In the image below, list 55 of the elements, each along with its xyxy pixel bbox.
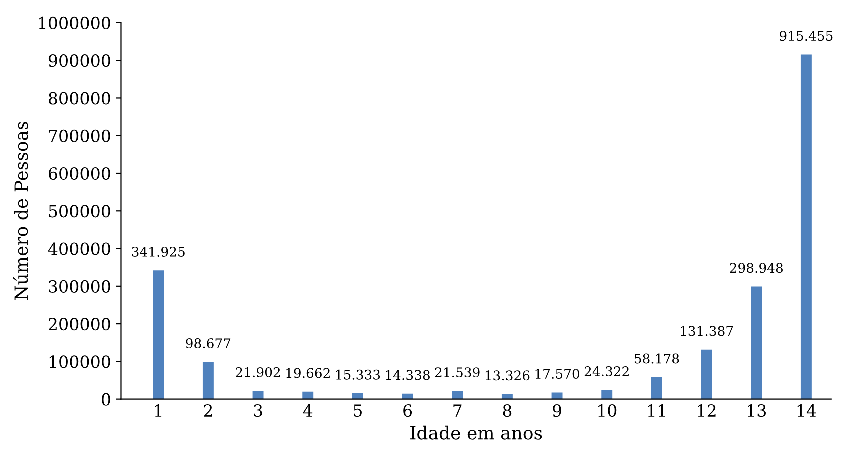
bar	[502, 394, 513, 400]
y-tick-label: 400000	[48, 242, 110, 256]
y-tick-label: 600000	[49, 167, 110, 180]
bar	[800, 54, 812, 400]
bar	[402, 394, 414, 400]
x-tick-label: 4	[303, 404, 313, 417]
x-tick-label: 7	[454, 404, 462, 417]
data-label: 915.455	[780, 31, 833, 42]
bar	[452, 391, 464, 400]
y-tick-label: 300000	[49, 280, 110, 293]
bar	[252, 391, 264, 400]
bar	[751, 286, 762, 400]
data-label: 298.948	[730, 263, 784, 274]
data-label: 58.178	[634, 354, 680, 364]
x-tick-label: 6	[404, 404, 412, 418]
x-axis-title: Idade em anos	[410, 426, 542, 440]
data-label: 24.322	[584, 366, 629, 377]
data-label: 341.925	[132, 246, 185, 257]
data-label: 15.333	[336, 370, 380, 380]
y-tick-label: 800000	[49, 92, 110, 105]
y-tick-label: 1000000	[39, 16, 110, 30]
y-tick-label: 100000	[50, 356, 110, 368]
x-tick-label: 8	[503, 404, 512, 418]
data-label: 21.902	[236, 367, 280, 378]
bar	[651, 377, 662, 400]
x-tick-label: 2	[204, 404, 212, 417]
y-tick-label: 500000	[49, 205, 110, 218]
data-label: 21.539	[435, 368, 480, 378]
data-label: 131.387	[681, 326, 734, 336]
data-label: 98.677	[186, 338, 231, 349]
y-tick-label: 0	[102, 393, 110, 406]
x-tick-label: 13	[748, 404, 766, 418]
y-axis-title: Número de Pessoas	[14, 122, 28, 300]
x-tick-label: 12	[698, 404, 716, 417]
data-label: 19.662	[286, 368, 330, 378]
y-tick-label: 200000	[49, 318, 110, 331]
bar	[701, 350, 712, 400]
bar	[202, 362, 214, 400]
x-tick-label: 10	[598, 404, 617, 418]
bar	[552, 392, 563, 400]
bar	[153, 270, 164, 400]
x-tick-label: 1	[155, 404, 162, 417]
y-tick-label: 700000	[49, 130, 110, 142]
bar	[602, 390, 613, 400]
data-label: 14.338	[386, 370, 430, 380]
x-tick-label: 5	[354, 404, 362, 418]
data-label: 13.326	[486, 370, 530, 381]
data-label: 17.570	[536, 369, 580, 380]
x-tick-label: 3	[254, 404, 262, 418]
x-tick-label: 11	[648, 404, 666, 417]
bar	[302, 392, 314, 400]
x-tick-label: 14	[798, 404, 816, 417]
x-tick-label: 9	[553, 404, 562, 418]
bar	[352, 394, 364, 400]
y-tick-label: 900000	[48, 54, 110, 68]
